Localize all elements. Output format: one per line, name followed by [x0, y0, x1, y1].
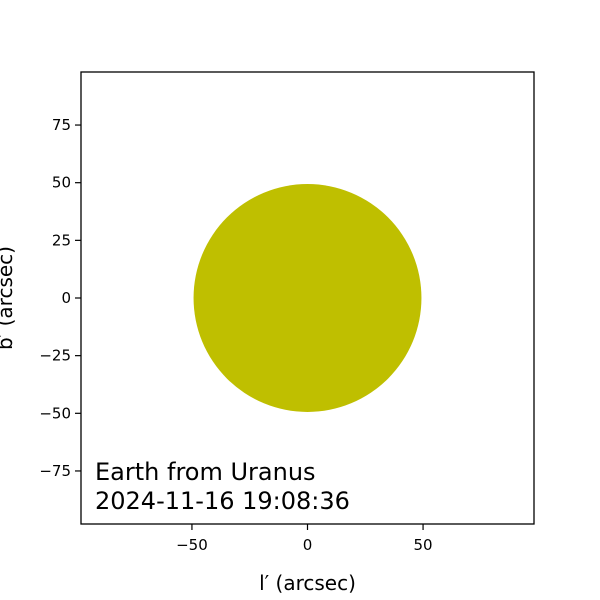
y-tick-label: −25: [39, 347, 71, 365]
y-tick-label: −75: [39, 462, 71, 480]
y-tick-label: 50: [52, 174, 71, 192]
annotation-target-observer: Earth from Uranus: [95, 458, 316, 486]
x-tick-label: −50: [176, 536, 208, 554]
y-tick-label: 0: [61, 289, 71, 307]
y-axis-label: b′ (arcsec): [0, 246, 17, 350]
planet-disk: [193, 184, 422, 412]
y-tick-label: −50: [39, 404, 71, 422]
plot-content: [193, 184, 422, 412]
x-axis-label: l′ (arcsec): [259, 571, 356, 595]
x-tick-label: 50: [414, 536, 433, 554]
x-tick-label: 0: [303, 536, 313, 554]
y-tick-label: 25: [52, 231, 71, 249]
y-tick-label: 75: [52, 116, 71, 134]
x-axis: −50 0 50: [176, 524, 433, 554]
annotation-timestamp: 2024-11-16 19:08:36: [95, 487, 350, 515]
y-axis: 75 50 25 0 −25 −50 −75: [39, 116, 81, 480]
